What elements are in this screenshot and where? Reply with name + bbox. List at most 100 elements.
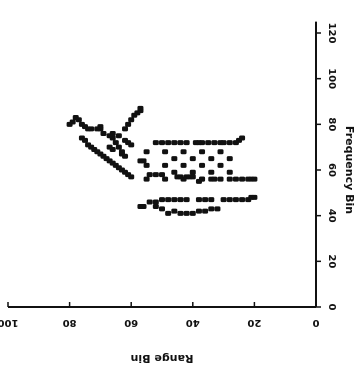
data-point [177,210,184,216]
data-point [239,135,246,141]
x-tick-label: 80 [63,317,77,328]
data-point [152,172,159,178]
data-point [217,162,224,168]
data-point [189,210,196,216]
data-point [177,140,184,146]
data-point [189,169,196,175]
data-point [220,197,227,203]
data-point [78,121,85,127]
data-point [177,197,184,203]
data-point [220,140,227,146]
data-point [159,206,165,212]
data-point [159,197,165,203]
x-tick-label: 60 [124,317,138,328]
data-point [214,206,221,212]
y-ticks: 0 20 40 60 80 100 120 [316,23,337,311]
data-point [180,162,187,168]
y-tick-label: 120 [326,23,337,44]
data-point [202,208,209,214]
data-point [211,176,218,182]
data-point [159,172,165,178]
data-point [143,149,150,155]
data-point [208,156,215,162]
data-point [159,140,165,146]
data-point [180,176,187,182]
data-point [94,126,101,132]
data-point [226,176,233,182]
data-point [146,199,153,205]
x-tick-label: 100 [0,317,18,328]
data-point [239,197,246,203]
x-axis-title: Range Bin [131,352,194,365]
data-point [137,105,144,111]
data-point [226,197,233,203]
data-point [183,210,190,216]
data-point [202,197,209,203]
data-point [165,140,172,146]
data-point [140,204,147,210]
data-point [211,140,218,146]
data-point [226,156,233,162]
data-point [251,176,258,182]
data-point [232,176,239,182]
x-tick-label: 40 [186,317,200,328]
data-point [208,206,215,212]
data-point [251,194,258,200]
data-point [165,210,172,216]
data-point [171,208,178,214]
data-point [162,149,169,155]
data-point [66,121,73,127]
data-point [140,158,147,164]
data-point [128,117,135,123]
data-point [143,176,150,182]
data-point [122,137,129,143]
data-point [106,133,113,139]
data-point [72,114,79,120]
data-point [171,169,178,175]
data-point [226,140,233,146]
x-tick-label: 0 [312,317,319,328]
data-point [128,174,135,180]
data-point [226,169,233,175]
data-point [118,149,125,155]
data-point [183,197,190,203]
x-tick-label: 20 [247,317,261,328]
axes [8,21,317,308]
x-ticks: 0 20 40 60 80 100 [0,302,319,328]
data-point [232,197,239,203]
data-point [152,199,159,205]
y-tick-label: 40 [326,209,337,223]
y-tick-label: 20 [326,254,337,268]
data-point [189,174,196,180]
data-point [100,130,107,136]
data-point [171,197,178,203]
data-point [146,172,153,178]
data-point [162,162,169,168]
data-point [122,153,129,159]
data-point [112,140,119,146]
data-point [208,197,215,203]
y-tick-label: 80 [326,117,337,131]
y-tick-label: 100 [326,68,337,89]
data-point [165,197,172,203]
data-point [195,208,202,214]
data-point [205,140,212,146]
data-point [143,162,150,168]
y-axis-title: Frequency Bin [343,126,356,214]
y-tick-label: 60 [326,163,337,177]
data-point [109,146,116,152]
data-point [208,169,215,175]
data-point [82,137,88,143]
data-point [199,162,206,168]
data-point [152,204,159,210]
data-point [195,197,202,203]
data-point [171,156,178,162]
data-point [199,176,206,182]
data-point [217,149,224,155]
data-point [152,140,159,146]
data-point [180,149,187,155]
data-point [239,176,246,182]
data-point [125,121,132,127]
data-point [115,133,122,139]
